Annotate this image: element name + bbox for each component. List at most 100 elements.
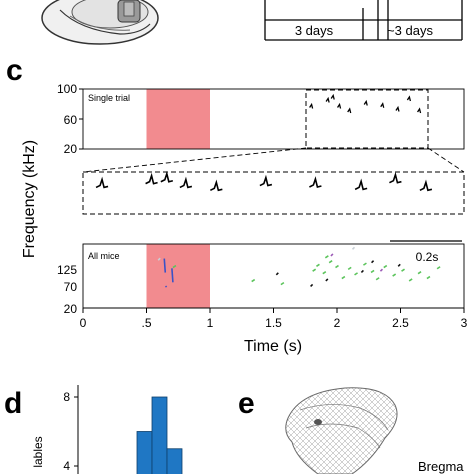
green-point [417,270,422,275]
single-trial-ytick-20: 20 [64,142,78,156]
single-trial-label: Single trial [88,93,130,103]
green-point [354,272,358,276]
zoom-connector-right [427,147,465,173]
panel-d-ytick-4: 4 [63,459,70,473]
zoom-call-mark [309,176,322,188]
green-point [436,266,441,270]
blue-point [164,285,168,288]
mouse-illustration [41,0,159,45]
zoom-call-mark [179,176,193,189]
green-point [401,268,405,272]
light-point [351,246,356,250]
zoom-calls [95,170,433,192]
panel-label-d: d [4,387,22,420]
y-axis-title: Frequency (kHz) [21,140,38,258]
x-tick-label: 1.5 [265,316,282,330]
x-axis-ticks: 0 .5 1 1.5 2 2.5 3 [80,308,468,330]
histogram-bar [166,448,183,474]
timeline-label-1: 3 days [295,23,334,38]
green-point [362,262,367,266]
zoom-call-mark [259,174,273,187]
panel-d-ytick-8: 8 [63,390,70,404]
green-point [341,275,346,280]
green-point [383,264,388,269]
zoom-connector-left [82,147,307,173]
zoom-call-mark [209,179,223,192]
green-point [322,270,327,275]
call-mark [336,102,342,109]
timeline-label-2: ~3 days [387,23,433,38]
x-tick-label: 1 [207,316,214,330]
zoom-call-mark [160,170,174,183]
all-mice-ytick-70: 70 [64,280,78,294]
call-mark [417,107,422,114]
x-axis-title: Time (s) [244,338,302,355]
call-mark [347,107,352,114]
timeline: 3 days ~3 days [264,0,463,41]
zoom-call-mark [95,176,109,189]
zoom-call-mark [389,171,402,184]
x-tick-label: 3 [461,316,468,330]
panel-label-c: c [6,54,23,87]
call-mark [330,93,335,100]
x-tick-label: 2 [334,316,341,330]
x-tick-label: 2.5 [392,316,409,330]
brain-mesh-illustration [285,387,398,474]
zoom-call-mark [145,172,158,185]
call-mark [380,102,385,108]
black-point [310,283,314,288]
stimulus-window-top [146,89,210,149]
green-point [370,269,375,274]
green-point [392,273,397,277]
histogram-bar [151,396,168,474]
x-axis: 0 .5 1 1.5 2 2.5 3 Time (s) [80,307,468,355]
histogram-bar [136,431,153,474]
green-point [347,266,352,271]
call-mark [363,99,368,106]
single-trial-ytick-60: 60 [64,113,78,127]
green-point [280,281,285,286]
green-point [426,275,431,280]
panel-d-ylabel: lables [31,436,45,467]
panel-e-label: Bregma [418,459,464,474]
black-point [360,269,364,273]
single-trial-plot: Single trial 100 60 20 [57,82,465,156]
x-tick-label: .5 [141,316,151,330]
blue-point [163,258,167,273]
panel-d-chart: lables 8 4 [31,385,183,474]
black-point [325,278,329,282]
panel-label-e: e [238,387,255,420]
green-point [324,255,329,259]
black-point [275,272,279,276]
green-point [335,264,339,269]
call-mark [406,95,412,102]
zoom-call-mark [354,178,368,191]
purple-point [330,253,334,257]
zoom-plot: 0.2s [82,170,465,264]
green-point [408,278,413,282]
x-tick-label: 0 [80,316,87,330]
green-point [251,278,256,283]
black-point [397,263,401,267]
all-mice-plot: All mice 125 70 20 [57,243,465,316]
zoom-window [305,89,429,149]
all-mice-frame [82,243,465,309]
all-mice-points [157,246,441,288]
green-point [375,277,380,281]
all-mice-ytick-20: 20 [64,302,78,316]
call-mark [309,102,314,109]
scale-bar-label: 0.2s [416,250,439,264]
all-mice-ytick-125: 125 [57,263,77,277]
call-mark [395,105,400,112]
green-point [172,264,177,269]
single-trial-calls [309,93,422,114]
blue-point [171,268,174,283]
green-point [312,268,317,272]
green-point [328,260,333,264]
green-point [316,263,320,267]
stimulus-window-bottom [146,244,210,308]
single-trial-ytick-100: 100 [57,82,77,96]
light-point [157,257,161,261]
panel-d-bars [136,396,183,474]
